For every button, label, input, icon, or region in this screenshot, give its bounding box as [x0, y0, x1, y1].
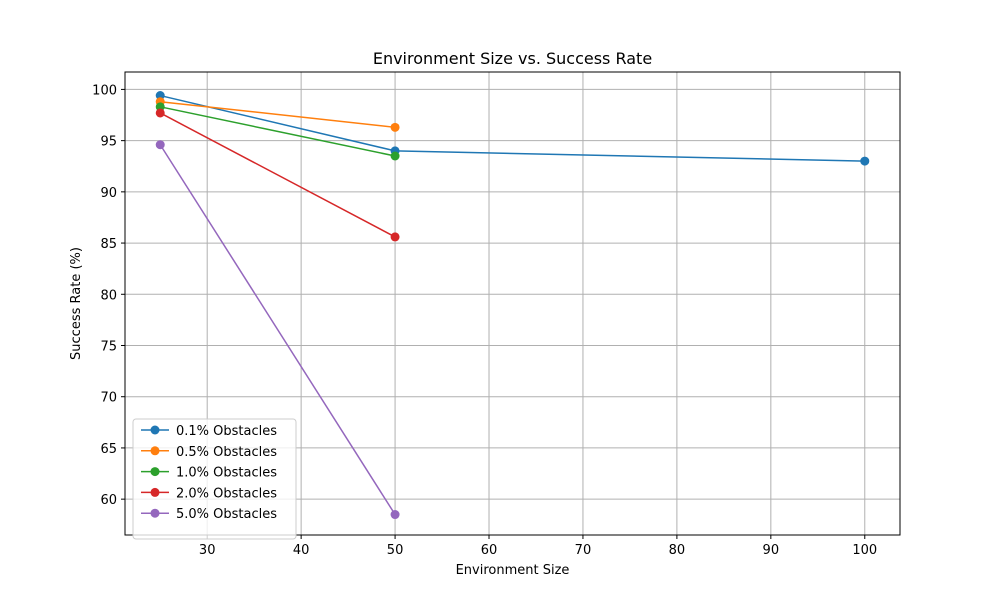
y-axis-label: Success Rate (%)	[69, 247, 84, 360]
legend-swatch-marker	[150, 508, 160, 518]
data-point	[390, 151, 400, 161]
y-tick-label: 80	[100, 288, 117, 303]
x-tick-label: 90	[763, 543, 780, 558]
x-tick-label: 80	[669, 543, 686, 558]
plot-area-frame	[124, 71, 901, 536]
y-tick-label: 65	[100, 442, 117, 457]
y-tick-label: 90	[100, 186, 117, 201]
series-5	[155, 140, 400, 520]
legend-label: 0.5% Obstacles	[176, 445, 277, 460]
x-tick-label: 100	[852, 543, 877, 558]
legend-swatch-marker	[150, 487, 160, 497]
axis-ticks: 30 40 50 60 70 80 90 100 60 65 70 75 80 85 90 95 100	[92, 83, 877, 558]
series-line	[159, 144, 396, 515]
y-tick-label: 60	[100, 493, 117, 508]
chart-title: Environment Size vs. Success Rate	[373, 49, 652, 68]
data-point	[860, 156, 870, 166]
data-point	[155, 140, 165, 150]
plot-series	[155, 91, 870, 520]
y-tick-label: 85	[100, 237, 117, 252]
legend-entry: 1.0% Obstacles	[141, 466, 277, 481]
legend-swatch-marker	[150, 446, 160, 456]
series-line	[160, 106, 396, 157]
legend-label: 0.1% Obstacles	[176, 424, 277, 439]
legend-label: 1.0% Obstacles	[176, 466, 277, 481]
legend-box	[132, 418, 297, 540]
x-tick-label: 50	[387, 543, 404, 558]
legend-swatch-marker	[150, 425, 160, 435]
legend-label: 5.0% Obstacles	[176, 507, 277, 522]
legend: 0.1% Obstacles 0.5% Obstacles 1.0% Obstacl…	[132, 418, 297, 540]
y-tick-label: 95	[100, 135, 117, 150]
x-tick-label: 70	[575, 543, 592, 558]
data-point	[390, 510, 400, 520]
series-line	[159, 112, 396, 238]
y-tick-label: 70	[100, 391, 117, 406]
x-axis-label: Environment Size	[456, 563, 570, 578]
legend-entry: 0.5% Obstacles	[141, 445, 277, 460]
y-tick-label: 100	[92, 83, 117, 98]
legend-swatch-marker	[150, 467, 160, 477]
legend-entry: 0.1% Obstacles	[141, 424, 277, 439]
legend-entry: 5.0% Obstacles	[141, 507, 277, 522]
y-tick-label: 75	[100, 339, 117, 354]
x-tick-label: 40	[293, 543, 310, 558]
data-point	[390, 122, 400, 132]
series-4	[155, 108, 400, 242]
data-point	[390, 232, 400, 242]
legend-label: 2.0% Obstacles	[176, 486, 277, 501]
series-line	[160, 100, 396, 129]
data-point	[155, 108, 165, 118]
x-tick-label: 60	[481, 543, 498, 558]
x-tick-label: 30	[199, 543, 216, 558]
legend-entry: 2.0% Obstacles	[141, 486, 277, 501]
